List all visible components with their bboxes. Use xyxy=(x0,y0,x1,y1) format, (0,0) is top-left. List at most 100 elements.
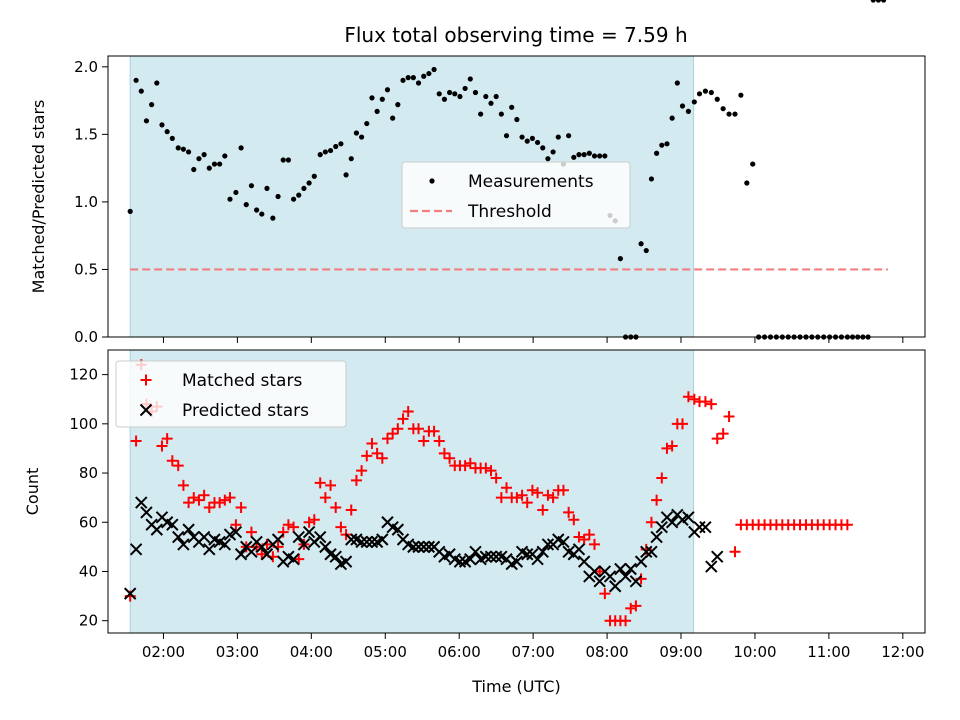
matched-star-point xyxy=(563,506,575,518)
measurement-point xyxy=(196,156,202,162)
predicted-star-point xyxy=(650,530,663,544)
measurement-point xyxy=(359,134,365,140)
matched-star-point xyxy=(485,465,497,477)
measurement-point xyxy=(566,133,572,139)
measurement-point xyxy=(714,96,720,102)
bottom-y-tick-label-5: 120 xyxy=(69,366,98,384)
predicted-star-point xyxy=(391,523,405,536)
matched-star-point xyxy=(235,501,247,513)
matched-star-point xyxy=(130,435,142,447)
measurement-point xyxy=(301,185,307,191)
bottom-y-tick-label-0: 20 xyxy=(79,612,98,630)
predicted-star-point xyxy=(510,555,524,568)
predicted-star-point xyxy=(182,523,195,536)
matched-star-point xyxy=(717,428,729,440)
matched-star-point xyxy=(645,516,657,528)
matched-star-point xyxy=(335,521,347,533)
predicted-star-point xyxy=(360,535,373,549)
matched-star-point xyxy=(303,516,315,528)
top-legend-box xyxy=(401,161,631,229)
measurement-point xyxy=(732,111,738,117)
measurement-point xyxy=(248,183,255,189)
measurement-point xyxy=(154,80,160,86)
predicted-star-point xyxy=(140,506,153,519)
measurement-point xyxy=(708,89,714,96)
predicted-star-point xyxy=(135,496,148,509)
measurement-point xyxy=(738,92,744,98)
measurement-point xyxy=(534,139,541,146)
measurement-point xyxy=(217,161,223,167)
predicted-star-point xyxy=(422,540,436,554)
predicted-star-point xyxy=(329,550,342,563)
legend-predicted-marker xyxy=(139,403,153,417)
measurement-point xyxy=(164,129,170,135)
legend-matched-label: Matched stars xyxy=(182,371,302,391)
predicted-star-point xyxy=(287,552,300,566)
measurement-point xyxy=(353,130,360,136)
measurement-point xyxy=(602,153,608,159)
matched-star-point xyxy=(166,455,178,467)
measurement-point xyxy=(211,161,218,167)
predicted-star-point xyxy=(531,552,544,566)
measurement-point xyxy=(875,0,882,3)
measurement-point xyxy=(483,93,489,100)
x-tick-label-2: 04:00 xyxy=(290,643,333,661)
measurement-point xyxy=(138,88,144,94)
matched-star-point xyxy=(325,479,337,491)
measurement-point xyxy=(175,145,181,151)
matched-star-point xyxy=(699,396,711,408)
bottom-legend-box xyxy=(115,360,347,428)
matched-star-point xyxy=(198,489,210,501)
measurement-point xyxy=(384,87,391,93)
predicted-star-point xyxy=(172,530,185,544)
matched-star-point xyxy=(682,391,694,403)
predicted-star-point xyxy=(292,530,305,544)
measurement-point xyxy=(290,196,297,202)
matched-star-point xyxy=(459,460,471,472)
measurement-point xyxy=(322,149,328,155)
top-y-tick-label-4: 2.0 xyxy=(74,58,98,76)
matched-star-point xyxy=(547,492,559,504)
matched-star-point xyxy=(625,602,637,614)
predicted-star-point xyxy=(319,540,332,554)
predicted-star-point xyxy=(453,555,467,568)
matched-star-point xyxy=(676,418,688,430)
predicted-star-point xyxy=(313,530,327,544)
measurement-point xyxy=(285,157,292,163)
matched-star-point xyxy=(444,452,456,464)
measurement-point xyxy=(659,142,665,148)
matched-star-point xyxy=(402,406,414,418)
x-tick-label-0: 02:00 xyxy=(142,643,185,661)
x-tick-label-1: 03:00 xyxy=(216,643,259,661)
top-axes-frame xyxy=(107,55,926,338)
matched-star-point xyxy=(387,428,399,440)
measurement-point xyxy=(571,154,577,160)
matched-star-point xyxy=(729,546,741,558)
measurement-point xyxy=(180,146,187,152)
matched-star-point xyxy=(573,531,585,543)
predicted-star-point xyxy=(355,535,368,549)
matched-star-point xyxy=(392,423,404,435)
matched-star-point xyxy=(319,492,331,504)
predicted-star-point xyxy=(645,545,658,558)
matched-star-point xyxy=(501,482,513,494)
measurement-point xyxy=(306,180,312,186)
matched-star-point xyxy=(428,425,440,437)
matched-star-point xyxy=(282,519,294,531)
matched-star-point xyxy=(711,433,723,445)
measurement-point xyxy=(726,111,732,117)
matched-star-point xyxy=(172,460,184,472)
matched-star-point xyxy=(723,410,735,422)
matched-star-point xyxy=(356,465,368,477)
matched-star-point xyxy=(288,521,300,533)
matched-star-point xyxy=(661,442,673,454)
measurement-point xyxy=(441,96,448,102)
bottom-axes-frame xyxy=(107,349,926,634)
measurement-point xyxy=(674,80,680,86)
predicted-star-point xyxy=(271,533,285,546)
matched-star-point xyxy=(397,413,409,425)
matched-star-point xyxy=(521,497,533,509)
measurement-point xyxy=(133,77,139,83)
measurement-point xyxy=(317,152,323,158)
